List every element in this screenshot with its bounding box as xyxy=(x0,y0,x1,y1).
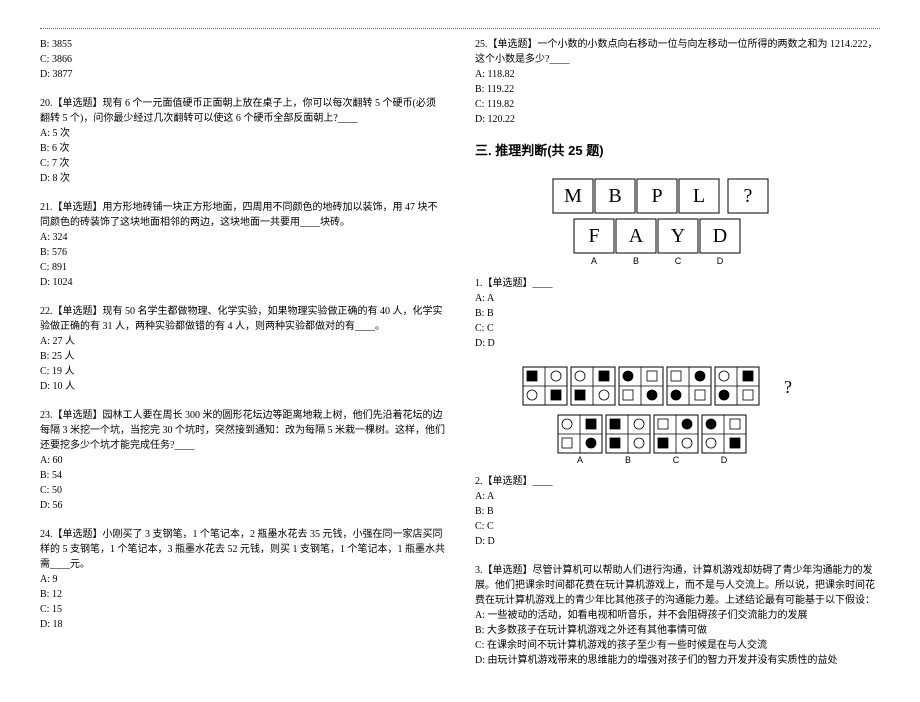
q23: 23.【单选题】园林工人要在周长 300 米的圆形花坛边等距离地栽上树，他们先沿… xyxy=(40,408,445,513)
cell-D: D xyxy=(712,225,726,247)
option-a: A: 324 xyxy=(40,230,445,245)
cell-q: ? xyxy=(743,185,752,207)
q-blank: ____ xyxy=(533,476,553,487)
option-c: C: 50 xyxy=(40,483,445,498)
option-a: A: 9 xyxy=(40,572,445,587)
cell-A: A xyxy=(628,225,643,247)
q-text: 尽管计算机可以帮助人们进行沟通，计算机游戏却妨碍了青少年沟通能力的发展。他们把课… xyxy=(475,565,875,606)
q-blank: ____ xyxy=(533,278,553,289)
option-d: D: 由玩计算机游戏带来的思维能力的增强对孩子们的智力开发并没有实质性的益处 xyxy=(475,653,880,668)
option-b: B: 576 xyxy=(40,245,445,260)
option-a: A: 5 次 xyxy=(40,126,445,141)
option-a: A: 118.82 xyxy=(475,67,880,82)
lbl-A: A xyxy=(576,455,582,465)
option-b: B: 3855 xyxy=(40,37,445,52)
lbl-A: A xyxy=(590,256,596,266)
lbl-B: B xyxy=(632,256,638,266)
option-a: A: 一些被动的活动，如看电视和听音乐，并不会阻碍孩子们交流能力的发展 xyxy=(475,608,880,623)
q19-remainder: B: 3855 C: 3866 D: 3877 xyxy=(40,37,445,82)
q-num: 1. xyxy=(475,278,483,289)
lbl-B: B xyxy=(624,455,630,465)
q-num: 21. xyxy=(40,202,53,213)
left-column: B: 3855 C: 3866 D: 3877 20.【单选题】现有 6 个一元… xyxy=(40,37,445,682)
option-d: D: 10 人 xyxy=(40,379,445,394)
option-a: A: A xyxy=(475,291,880,306)
q-tag: 【单选题】 xyxy=(488,39,538,50)
option-d: D: 3877 xyxy=(40,67,445,82)
q-num: 23. xyxy=(40,410,53,421)
two-column-layout: B: 3855 C: 3866 D: 3877 20.【单选题】现有 6 个一元… xyxy=(40,37,880,682)
q-num: 25. xyxy=(475,39,488,50)
option-c: C: 7 次 xyxy=(40,156,445,171)
option-c: C: C xyxy=(475,321,880,336)
option-b: B: 119.22 xyxy=(475,82,880,97)
right-column: 25.【单选题】一个小数的小数点向右移动一位与向左移动一位所得的两数之和为 12… xyxy=(475,37,880,682)
option-c: C: 在课余时间不玩计算机游戏的孩子至少有一些时候是在与人交流 xyxy=(475,638,880,653)
option-c: C: 15 xyxy=(40,602,445,617)
q-num: 22. xyxy=(40,306,53,317)
svg-text:?: ? xyxy=(784,377,792,397)
option-b: B: 54 xyxy=(40,468,445,483)
q-tag: 【单选题】 xyxy=(53,529,103,540)
option-d: D: 1024 xyxy=(40,275,445,290)
option-a: A: 60 xyxy=(40,453,445,468)
option-c: C: 19 人 xyxy=(40,364,445,379)
q24: 24.【单选题】小刚买了 3 支钢笔，1 个笔记本，2 瓶墨水花去 35 元钱，… xyxy=(40,527,445,632)
lbl-D: D xyxy=(720,455,727,465)
lbl-C: C xyxy=(674,256,681,266)
option-d: D: 120.22 xyxy=(475,112,880,127)
q-num: 2. xyxy=(475,476,483,487)
option-b: B: 25 人 xyxy=(40,349,445,364)
lbl-C: C xyxy=(672,455,679,465)
cell-P: P xyxy=(651,185,662,207)
cell-F: F xyxy=(588,225,599,247)
q21: 21.【单选题】用方形地砖铺一块正方形地面，四周用不同颜色的地砖加以装饰，用 4… xyxy=(40,200,445,290)
q1: 1.【单选题】____ A: A B: B C: C D: D xyxy=(475,276,880,351)
q22: 22.【单选题】现有 50 名学生都做物理、化学实验，如果物理实验做正确的有 4… xyxy=(40,304,445,394)
option-c: C: 891 xyxy=(40,260,445,275)
q-tag: 【单选题】 xyxy=(53,306,103,317)
option-a: A: A xyxy=(475,489,880,504)
q2: 2.【单选题】____ A: A B: B C: C D: D xyxy=(475,474,880,549)
section-title: 三. 推理判断(共 25 题) xyxy=(475,141,880,161)
lbl-D: D xyxy=(716,256,723,266)
option-b: B: B xyxy=(475,306,880,321)
q25: 25.【单选题】一个小数的小数点向右移动一位与向左移动一位所得的两数之和为 12… xyxy=(475,37,880,127)
q-tag: 【单选题】 xyxy=(53,202,103,213)
option-c: C: C xyxy=(475,519,880,534)
option-c: C: 3866 xyxy=(40,52,445,67)
cell-B: B xyxy=(608,185,621,207)
option-b: B: 大多数孩子在玩计算机游戏之外还有其他事情可做 xyxy=(475,623,880,638)
q3: 3.【单选题】尽管计算机可以帮助人们进行沟通，计算机游戏却妨碍了青少年沟通能力的… xyxy=(475,563,880,668)
option-b: B: 6 次 xyxy=(40,141,445,156)
figure-1: M B P L ? F A Y D A B C D xyxy=(475,177,880,272)
q-tag: 【单选题】 xyxy=(483,565,533,576)
option-d: D: D xyxy=(475,336,880,351)
option-d: D: D xyxy=(475,534,880,549)
q-tag: 【单选题】 xyxy=(53,410,103,421)
cell-M: M xyxy=(564,185,582,207)
q20: 20.【单选题】现有 6 个一元面值硬币正面朝上放在桌子上，你可以每次翻转 5 … xyxy=(40,96,445,186)
option-d: D: 8 次 xyxy=(40,171,445,186)
option-d: D: 56 xyxy=(40,498,445,513)
top-divider xyxy=(40,28,880,29)
option-d: D: 18 xyxy=(40,617,445,632)
q-tag: 【单选题】 xyxy=(483,476,533,487)
q-num: 24. xyxy=(40,529,53,540)
option-b: B: B xyxy=(475,504,880,519)
option-b: B: 12 xyxy=(40,587,445,602)
q-num: 3. xyxy=(475,565,483,576)
cell-L: L xyxy=(692,185,704,207)
figure-2: ? xyxy=(475,365,880,470)
q-tag: 【单选题】 xyxy=(483,278,533,289)
option-a: A: 27 人 xyxy=(40,334,445,349)
cell-Y: Y xyxy=(670,225,684,247)
q-tag: 【单选题】 xyxy=(53,98,103,109)
q-num: 20. xyxy=(40,98,53,109)
option-c: C: 119.82 xyxy=(475,97,880,112)
